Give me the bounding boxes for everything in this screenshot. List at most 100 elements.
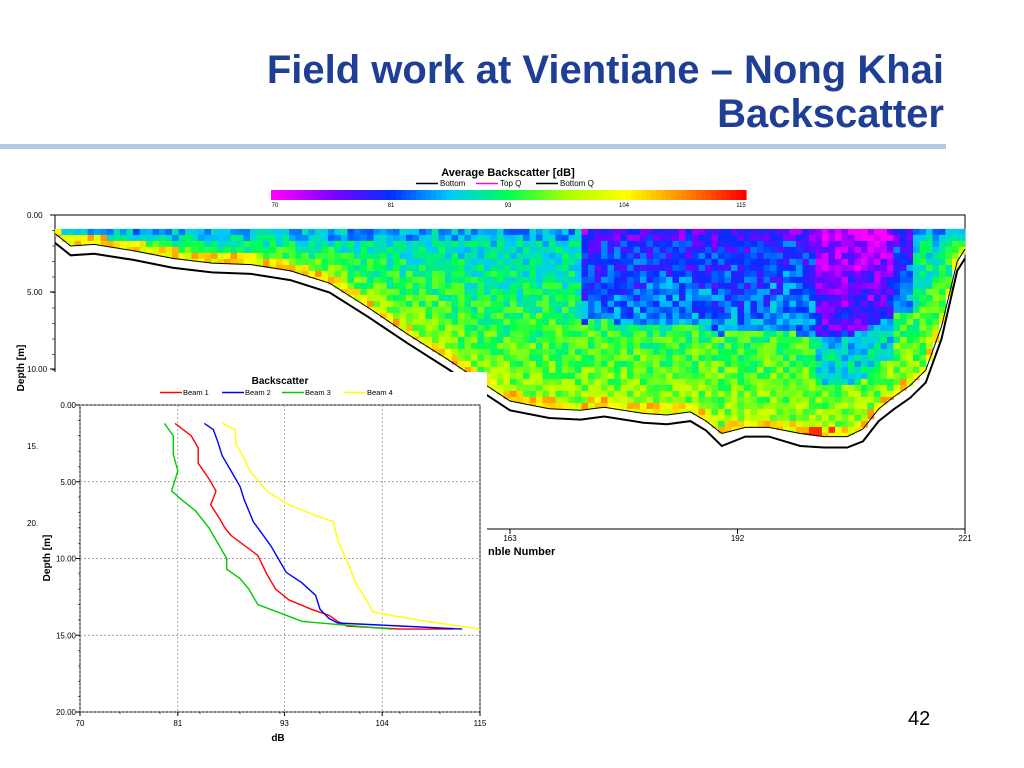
heatmap-cell bbox=[211, 252, 218, 260]
heatmap-cell bbox=[841, 420, 849, 428]
heatmap-cell bbox=[477, 360, 485, 368]
heatmap-cell bbox=[263, 258, 270, 266]
heatmap-cell bbox=[302, 270, 309, 276]
heatmap-cell bbox=[562, 354, 569, 362]
heatmap-cell bbox=[620, 408, 628, 411]
heatmap-cell bbox=[614, 318, 621, 326]
heatmap-cell bbox=[809, 228, 816, 236]
heatmap-cell bbox=[471, 234, 478, 242]
heatmap-cell bbox=[529, 282, 537, 290]
heatmap-cell bbox=[425, 258, 433, 266]
heatmap-cell bbox=[783, 282, 790, 290]
heatmap-cell bbox=[796, 336, 803, 344]
heatmap-cell bbox=[750, 414, 758, 422]
heatmap-cell bbox=[874, 402, 881, 410]
heatmap-cell bbox=[555, 282, 563, 290]
heatmap-cell bbox=[958, 234, 966, 242]
heatmap-cell bbox=[913, 318, 920, 326]
heatmap-cell bbox=[900, 318, 907, 326]
heatmap-cell bbox=[542, 258, 550, 266]
heatmap-cell bbox=[516, 300, 524, 308]
heatmap-cell bbox=[653, 408, 660, 415]
heatmap-cell bbox=[796, 300, 803, 308]
heatmap-cell bbox=[685, 246, 693, 254]
heatmap-cell bbox=[939, 228, 946, 236]
heatmap-cell bbox=[867, 294, 875, 302]
heatmap-cell bbox=[685, 234, 693, 242]
heatmap-cell bbox=[575, 354, 582, 362]
heatmap-cell bbox=[243, 258, 251, 265]
heatmap-cell bbox=[718, 324, 725, 332]
heatmap-cell bbox=[887, 234, 894, 242]
heatmap-cell bbox=[490, 228, 498, 236]
heatmap-cell bbox=[159, 252, 166, 257]
colorbar-segment bbox=[671, 190, 677, 200]
heatmap-cell bbox=[731, 372, 738, 380]
heatmap-cell bbox=[594, 270, 602, 278]
heatmap-cell bbox=[380, 234, 387, 242]
heatmap-cell bbox=[776, 264, 784, 272]
heatmap-cell bbox=[822, 336, 829, 344]
heatmap-cell bbox=[848, 354, 855, 362]
heatmap-cell bbox=[627, 300, 634, 308]
heatmap-cell bbox=[750, 366, 758, 374]
heatmap-cell bbox=[562, 228, 569, 236]
heatmap-cell bbox=[614, 234, 621, 242]
heatmap-cell bbox=[802, 348, 810, 356]
heatmap-cell bbox=[685, 306, 693, 314]
heatmap-cell bbox=[815, 408, 823, 416]
heatmap-cell bbox=[412, 300, 420, 308]
heatmap-cell bbox=[529, 264, 537, 272]
heatmap-cell bbox=[432, 252, 439, 260]
heatmap-cell bbox=[614, 270, 621, 278]
heatmap-cell bbox=[549, 240, 556, 248]
heatmap-cell bbox=[477, 312, 485, 320]
heatmap-cell bbox=[835, 276, 842, 284]
heatmap-cell bbox=[750, 288, 758, 296]
heatmap-cell bbox=[529, 348, 537, 356]
heatmap-cell bbox=[926, 342, 933, 350]
heatmap-cell bbox=[809, 300, 816, 308]
heatmap-cell bbox=[698, 408, 706, 416]
heatmap-cell bbox=[445, 264, 452, 272]
heatmap-cell bbox=[282, 252, 290, 260]
heatmap-cell bbox=[568, 288, 576, 296]
heatmap-cell bbox=[393, 312, 400, 320]
heatmap-cell bbox=[601, 258, 608, 266]
heatmap-cell bbox=[698, 234, 706, 242]
heatmap-cell bbox=[828, 396, 836, 404]
heatmap-cell bbox=[666, 294, 673, 302]
heatmap-cell bbox=[770, 336, 777, 344]
colorbar-segment bbox=[536, 190, 542, 200]
heatmap-cell bbox=[386, 282, 394, 290]
heatmap-cell bbox=[477, 342, 485, 350]
heatmap-cell bbox=[529, 342, 537, 350]
heatmap-cell bbox=[523, 318, 530, 326]
heatmap-cell bbox=[230, 258, 238, 265]
heatmap-cell bbox=[425, 228, 433, 236]
heatmap-cell bbox=[776, 270, 784, 278]
legend-entry: Bottom Q bbox=[560, 179, 594, 188]
heatmap-cell bbox=[952, 258, 959, 266]
heatmap-cell bbox=[900, 342, 907, 350]
heatmap-cell bbox=[900, 348, 907, 356]
heatmap-cell bbox=[490, 378, 498, 386]
heatmap-cell bbox=[731, 342, 738, 350]
heatmap-cell bbox=[926, 240, 933, 248]
heatmap-cell bbox=[744, 306, 751, 314]
heatmap-cell bbox=[744, 312, 751, 320]
colorbar-segment bbox=[636, 190, 642, 200]
heatmap-cell bbox=[562, 300, 569, 308]
heatmap-cell bbox=[848, 396, 855, 404]
heatmap-cell bbox=[451, 318, 459, 326]
heatmap-cell bbox=[386, 276, 394, 284]
heatmap-cell bbox=[848, 312, 855, 320]
heatmap-cell bbox=[841, 372, 849, 380]
heatmap-cell bbox=[919, 258, 927, 266]
heatmap-cell bbox=[828, 402, 836, 410]
heatmap-cell bbox=[542, 354, 550, 362]
heatmap-cell bbox=[575, 300, 582, 308]
heatmap-cell bbox=[822, 420, 829, 428]
colorbar-segment bbox=[651, 190, 657, 200]
heatmap-cell bbox=[919, 276, 927, 284]
